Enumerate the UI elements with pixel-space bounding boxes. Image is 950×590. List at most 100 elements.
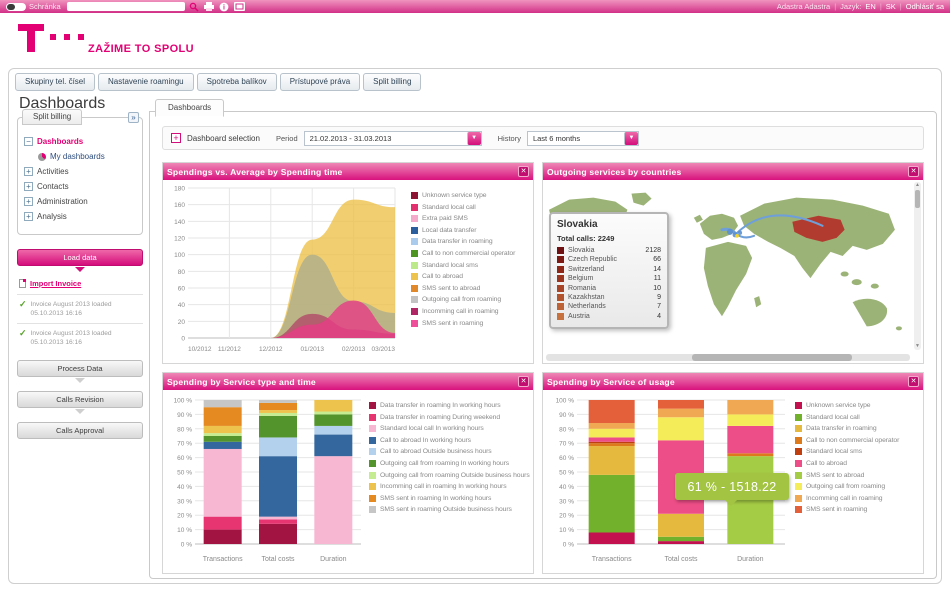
- expand-icon[interactable]: +: [24, 167, 33, 176]
- map-vertical-scrollbar[interactable]: ▲ ▼: [914, 182, 921, 350]
- chevron-down-icon[interactable]: ▼: [623, 131, 638, 145]
- highlighted-country-kazakhstan[interactable]: [792, 215, 845, 242]
- country-value: 7: [657, 303, 661, 311]
- country-value: 4: [657, 312, 661, 320]
- panel-outgoing-services-by-countries: Outgoing services by countries ✕: [542, 162, 924, 364]
- load-data-button[interactable]: Load data: [17, 249, 143, 266]
- country-value: 9: [657, 293, 661, 301]
- period-dropdown[interactable]: 21.02.2013 - 31.03.2013 ▼: [303, 130, 482, 146]
- invoice-status-text: Invoice August 2013 loaded 05.10.2013 16:…: [30, 330, 112, 346]
- legend-item: Call to abroad: [411, 273, 515, 281]
- legend-swatch: [795, 425, 802, 433]
- svg-text:0: 0: [181, 336, 185, 343]
- map-tooltip-row: Kazakhstan 9: [557, 293, 661, 301]
- legend-item: SMS sent to abroad: [795, 471, 899, 479]
- legend-swatch: [411, 261, 418, 269]
- svg-text:02/2013: 02/2013: [342, 346, 366, 353]
- svg-text:60 %: 60 %: [559, 455, 574, 462]
- legend-item: Incomming call in roaming: [795, 494, 899, 502]
- panel-close-button[interactable]: ✕: [518, 166, 529, 177]
- tab-split-billing[interactable]: Split billing: [363, 73, 422, 91]
- panel-title: Spending by Service type and time: [167, 376, 316, 387]
- panel-header: Spending by Service type and time ✕: [163, 373, 533, 390]
- tree-item-analysis[interactable]: + Analysis: [22, 209, 138, 224]
- card-tab-dashboards[interactable]: Dashboards: [155, 99, 225, 117]
- dashboard-icon: [38, 152, 46, 161]
- tab-nastavenie-roamingu[interactable]: Nastavenie roamingu: [98, 73, 194, 91]
- mailbox-toggle[interactable]: [6, 2, 26, 11]
- svg-text:Transactions: Transactions: [592, 556, 632, 563]
- svg-text:10 %: 10 %: [177, 527, 192, 534]
- tree-item-my-dashboards[interactable]: My dashboards: [22, 149, 138, 164]
- search-icon[interactable]: [189, 1, 200, 12]
- legend-item: Extra paid SMS: [411, 215, 515, 223]
- svg-text:12/2012: 12/2012: [259, 346, 283, 353]
- legend-label: Call to abroad: [806, 459, 847, 467]
- svg-text:10/2012: 10/2012: [188, 346, 212, 353]
- legend-item: Unknown service type: [795, 402, 899, 409]
- logout-link[interactable]: Odhlásiť sa: [905, 2, 944, 11]
- legend-item: Data transfer in roaming In working hour…: [369, 402, 530, 409]
- svg-text:100 %: 100 %: [174, 398, 193, 405]
- country-value: 66: [653, 256, 661, 264]
- legend-swatch: [795, 483, 802, 491]
- expand-icon[interactable]: +: [171, 133, 181, 143]
- expand-icon[interactable]: +: [24, 197, 33, 206]
- svg-text:50 %: 50 %: [177, 470, 192, 477]
- legend-item: Outgoing call from roaming: [795, 483, 899, 491]
- panel-header: Outgoing services by countries ✕: [543, 163, 923, 180]
- country-name: Czech Republic: [568, 256, 618, 264]
- map-horizontal-scrollbar[interactable]: [546, 354, 910, 361]
- calls-revision-button[interactable]: Calls Revision: [17, 391, 143, 408]
- import-invoice-label: Import Invoice: [30, 279, 82, 288]
- tree-item-dashboards[interactable]: − Dashboards: [22, 134, 138, 149]
- tab-skupiny-tel-cisel[interactable]: Skupiny tel. čísel: [15, 73, 96, 91]
- tree-item-activities[interactable]: + Activities: [22, 164, 138, 179]
- sidebar-panel-tab[interactable]: Split billing: [22, 109, 83, 125]
- expand-icon[interactable]: +: [24, 182, 33, 191]
- legend-label: Call to abroad: [422, 273, 463, 281]
- scrollbar-thumb[interactable]: [915, 190, 920, 208]
- legend-swatch: [795, 413, 802, 421]
- info-icon[interactable]: i: [219, 1, 230, 12]
- tree-item-administration[interactable]: + Administration: [22, 194, 138, 209]
- legend-swatch: [795, 459, 802, 467]
- legend-swatch: [369, 448, 376, 456]
- tab-pristupove-prava[interactable]: Prístupové práva: [279, 73, 361, 91]
- legend-swatch: [411, 203, 418, 211]
- panel-close-button[interactable]: ✕: [908, 376, 919, 387]
- svg-text:11/2012: 11/2012: [218, 346, 241, 353]
- collapse-icon[interactable]: −: [24, 137, 33, 146]
- expand-icon[interactable]: +: [24, 212, 33, 221]
- sidebar-collapse-button[interactable]: »: [128, 112, 139, 123]
- legend-label: Outgoing call from roaming: [806, 483, 885, 491]
- svg-text:70 %: 70 %: [559, 441, 574, 448]
- legend-swatch: [411, 249, 418, 257]
- chart-legend: Unknown service type Standard local call D…: [795, 402, 899, 518]
- lang-sk-link[interactable]: SK: [885, 2, 896, 11]
- user-name: Adastra Adastra: [776, 2, 831, 11]
- scrollbar-thumb[interactable]: [691, 354, 852, 361]
- mail-icon[interactable]: [233, 1, 245, 12]
- printer-icon[interactable]: [204, 1, 215, 12]
- search-input[interactable]: [66, 2, 185, 11]
- process-data-button[interactable]: Process Data: [17, 360, 143, 377]
- svg-text:40 %: 40 %: [559, 484, 574, 491]
- panel-close-button[interactable]: ✕: [518, 376, 529, 387]
- country-name: Austria: [568, 312, 590, 320]
- import-invoice-link[interactable]: Import Invoice: [19, 279, 143, 288]
- lang-en-link[interactable]: EN: [865, 2, 876, 11]
- panel-close-button[interactable]: ✕: [908, 166, 919, 177]
- calls-approval-button[interactable]: Calls Approval: [17, 422, 143, 439]
- chevron-down-icon[interactable]: ▼: [466, 131, 481, 145]
- history-dropdown[interactable]: Last 6 months ▼: [526, 130, 639, 146]
- tab-spotreba-balikov[interactable]: Spotreba balíkov: [196, 73, 277, 91]
- legend-label: Standard local call In working hours: [380, 425, 484, 433]
- language-label: Jazyk:: [840, 2, 862, 11]
- topbar-user-area: Adastra Adastra | Jazyk: EN | SK | Odhlá…: [777, 2, 944, 11]
- legend-swatch: [411, 215, 418, 223]
- origin-markers: [726, 228, 743, 238]
- page-title: Dashboards: [19, 95, 106, 112]
- svg-text:90 %: 90 %: [559, 412, 574, 419]
- tree-item-contacts[interactable]: + Contacts: [22, 179, 138, 194]
